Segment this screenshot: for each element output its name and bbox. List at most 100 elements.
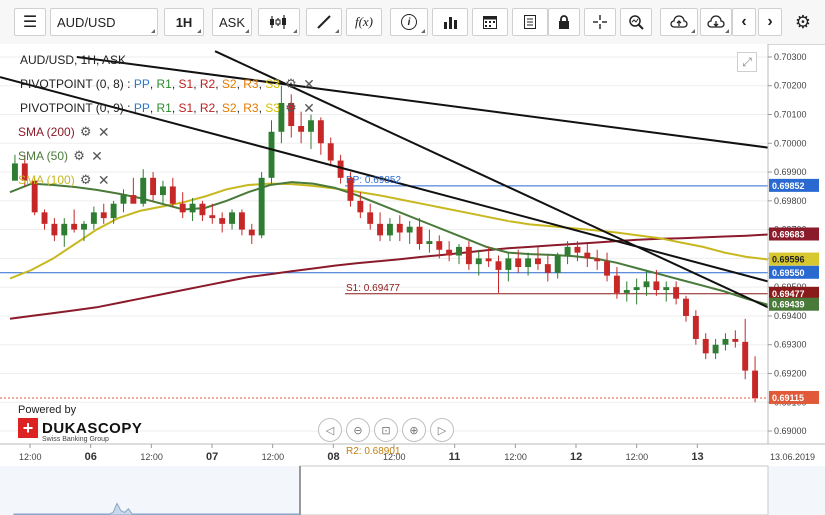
info-button[interactable]: i	[390, 8, 428, 36]
magnifier-icon	[629, 15, 644, 30]
time-axis[interactable]: 12:00 06 12:00 07 12:00 08 12:00 11 12:00 12 12:00…	[0, 443, 825, 463]
gear-icon[interactable]: ⚙	[73, 148, 85, 163]
candle-body	[495, 261, 502, 270]
candle	[298, 111, 305, 144]
candle-body	[584, 252, 591, 259]
sma-100-indicator[interactable]: SMA (100) ⚙ ✕	[18, 168, 316, 192]
candle-body	[209, 215, 216, 219]
pivot-indicator-2[interactable]: PIVOTPOINT (0, 9) : PP, R1, S1, R2, S2, …	[20, 96, 316, 120]
candle	[150, 172, 157, 201]
candle-body	[515, 258, 522, 268]
close-icon[interactable]: ✕	[97, 172, 110, 188]
gear-icon[interactable]: ⚙	[285, 76, 297, 91]
candle	[613, 267, 620, 299]
candle	[485, 246, 492, 268]
x-tick-label: 12:00	[626, 452, 649, 462]
trend-lines[interactable]	[0, 50, 769, 309]
chevron-left-icon: ‹	[741, 13, 747, 30]
candle	[406, 220, 413, 244]
lock-button[interactable]	[548, 8, 580, 36]
bar-chart-button[interactable]	[432, 8, 468, 36]
offer-side-select[interactable]: ASK	[212, 8, 252, 36]
scroll-right-button[interactable]: ›	[758, 8, 782, 36]
candle-body	[485, 258, 492, 262]
candle-body	[554, 255, 561, 273]
close-icon[interactable]: ✕	[97, 124, 110, 140]
instrument-select[interactable]: AUD/USD	[50, 8, 158, 36]
chevron-right-icon: ›	[767, 13, 773, 30]
candle-body	[130, 195, 137, 204]
navigator-panel[interactable]	[0, 465, 825, 515]
sma-200-indicator[interactable]: SMA (200) ⚙ ✕	[18, 120, 316, 144]
candle	[21, 154, 28, 187]
expand-icon[interactable]: ⤢	[737, 52, 757, 72]
zoom-out-button[interactable]: ⊖	[346, 418, 370, 442]
price-tag-bg	[769, 252, 819, 266]
document-icon	[524, 15, 536, 29]
x-tick-label: 12	[570, 451, 582, 463]
candle-body	[386, 223, 393, 236]
candle-body	[81, 223, 87, 230]
pivot-1-name: PIVOTPOINT (0, 8)	[20, 77, 124, 91]
timeframe-label: 1H	[175, 14, 193, 30]
triangle-right-icon: ▷	[437, 424, 447, 437]
gear-icon[interactable]: ⚙	[79, 124, 92, 139]
y-tick-label: 0.69000	[774, 426, 807, 436]
candle	[495, 255, 502, 293]
price-axis[interactable]: 0.70300 0.70200 0.70100 0.70000 0.69900 0.698…	[767, 44, 819, 444]
candle-body	[604, 261, 610, 276]
gear-icon[interactable]: ⚙	[79, 172, 92, 187]
pivot-1-s3: S3	[265, 77, 280, 91]
candle	[396, 215, 403, 242]
pivot-indicator-1[interactable]: PIVOTPOINT (0, 8) : PP, R1, S1, R2, S2, …	[20, 72, 316, 96]
candle	[377, 212, 384, 242]
candle	[189, 197, 196, 221]
candle-body	[229, 212, 235, 224]
candle-body	[317, 120, 324, 144]
crosshair-button[interactable]	[584, 8, 616, 36]
news-button[interactable]	[512, 8, 548, 36]
candle	[673, 281, 680, 305]
download-button[interactable]	[700, 8, 732, 36]
candle	[683, 295, 689, 322]
calendar-button[interactable]	[472, 8, 508, 36]
x-tick-label: 12:00	[504, 452, 527, 462]
pencil-icon	[317, 15, 331, 29]
close-icon[interactable]: ✕	[303, 100, 315, 116]
scroll-forward-button[interactable]: ▷	[430, 418, 454, 442]
price-chart[interactable]: 0.70300 0.70200 0.70100 0.70000 0.69900 0.698…	[0, 44, 825, 515]
pivot-2-s2: S2	[221, 101, 237, 115]
lock-icon	[559, 15, 569, 29]
gear-icon[interactable]: ⚙	[285, 100, 297, 115]
candle	[248, 223, 255, 244]
settings-button[interactable]: ⚙	[788, 8, 818, 36]
candle-body	[574, 246, 581, 253]
timeframe-select[interactable]: 1H	[164, 8, 204, 36]
instrument-caption: AUD/USD, 1H, ASK	[20, 53, 127, 67]
pivot-1-pp: PP	[133, 77, 150, 91]
candle	[110, 200, 117, 224]
candle-body	[41, 212, 48, 224]
menu-button[interactable]: ☰	[14, 8, 46, 36]
upload-button[interactable]	[660, 8, 698, 36]
candle-body	[288, 102, 295, 127]
chart-type-button[interactable]	[258, 8, 300, 36]
sma-50-indicator[interactable]: SMA (50) ⚙ ✕	[18, 144, 316, 168]
zoom-in-button[interactable]: ⊕	[402, 418, 426, 442]
candle	[594, 249, 601, 270]
candle	[61, 218, 68, 247]
close-icon[interactable]: ✕	[91, 148, 103, 164]
candle	[308, 114, 314, 150]
zoom-button[interactable]	[620, 8, 652, 36]
drawing-tools-button[interactable]	[306, 8, 342, 36]
candle	[41, 209, 48, 230]
close-icon[interactable]: ✕	[303, 76, 315, 92]
candle-body	[594, 258, 601, 262]
fit-button[interactable]: ⊡	[374, 418, 398, 442]
candle	[722, 333, 729, 351]
candle-body	[732, 338, 739, 342]
scroll-back-button[interactable]: ◁	[318, 418, 342, 442]
candle-body	[525, 258, 532, 268]
indicators-button[interactable]: f(x)	[346, 8, 382, 36]
scroll-left-button[interactable]: ‹	[732, 8, 756, 36]
